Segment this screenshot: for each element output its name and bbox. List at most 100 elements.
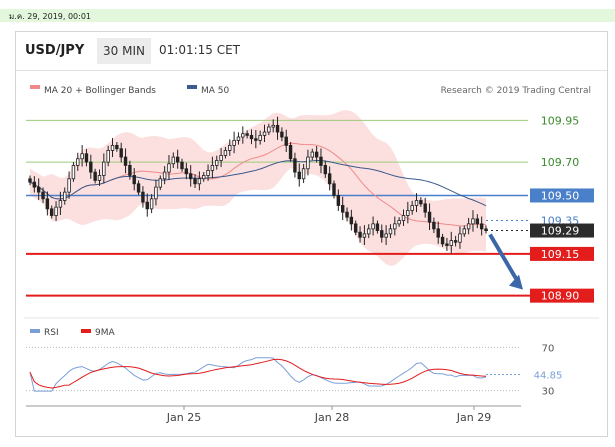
candle [219,148,223,168]
level-label-box-109.50 [530,188,594,203]
clock-readout: 01:01:15 CET [159,43,240,57]
candle [193,174,197,188]
candle-body [71,165,76,180]
chart-header: USD/JPY 30 MIN 01:01:15 CET [16,32,607,70]
candle-body [50,208,54,216]
candle-body [236,136,241,141]
candle-body [110,144,115,151]
candle-body [453,240,458,243]
candle [245,130,249,139]
candle [197,171,202,191]
candle [401,209,406,226]
candle-body [123,156,128,166]
candle-body [145,201,149,210]
level-label-layer: 109.95109.70109.50109.35109.29109.15108.… [530,114,594,303]
ma9-legend-swatch [81,329,91,333]
candle-body [471,218,475,225]
ma50-legend-swatch [187,85,197,89]
candle-body [89,161,93,173]
candle-body [475,218,480,225]
timestamp-bar: ม.ค. 29, 2019, 00:01 [0,9,615,22]
candle [466,217,471,235]
ma50-line [29,160,487,207]
level-label-box-108.90 [530,288,594,303]
bollinger-band-fill [30,110,486,266]
candle-body [175,156,180,163]
candle-body [219,155,223,161]
candle-body [84,153,89,163]
candle-body [380,230,384,238]
candle [254,130,258,149]
level-label-109.15: 109.15 [541,248,580,261]
bollinger-band-layer [30,110,486,266]
candle [332,180,336,199]
candle [119,142,123,163]
candle-body [406,210,410,216]
candle [32,176,37,193]
candle [432,217,436,234]
candle [284,129,288,153]
candle-body [354,223,358,233]
rsi-tick-70: 70 [542,343,555,354]
candle [319,148,323,174]
candle [206,164,210,181]
rsi-layer: 70 30 44.85 [26,343,562,398]
candle [449,231,453,254]
candle-body [180,161,184,170]
candle-body [462,228,466,235]
candle [271,119,275,133]
candle-body [393,223,397,230]
candle-body [197,178,202,185]
candle-body [432,221,436,230]
candle [50,205,54,219]
level-label-109.70: 109.70 [541,156,580,169]
rsi-legend-swatch [30,329,40,333]
candle [188,165,193,187]
price-chart-svg[interactable]: MA 20 + Bollinger Bands MA 50 Research ©… [16,32,607,436]
candle [479,216,484,236]
candle-body [301,168,306,180]
candle-body [440,236,445,245]
candle-body [80,153,84,160]
candle [136,180,141,196]
candle [223,147,228,159]
candle [241,126,245,144]
header-divider [16,70,607,71]
candle [340,196,345,220]
candle [97,169,102,186]
candle [171,152,176,168]
candle [314,146,319,163]
candle [301,164,306,183]
candle [215,155,219,170]
candle [362,225,367,246]
candle-body [293,158,297,173]
level-label-109.29: 109.29 [541,225,580,238]
candle [258,130,262,145]
candle [89,154,93,179]
ma20-legend-label: MA 20 + Bollinger Bands [44,86,156,96]
candle [288,142,293,162]
candle [484,225,488,234]
candle-body [419,200,423,205]
candle-body [345,211,349,218]
x-axis-labels: Jan 25 Jan 28 Jan 29 [166,406,491,424]
candle [45,191,50,216]
candle-body [93,171,97,181]
timeframe-button[interactable]: 30 MIN [97,38,151,64]
candle [110,138,115,158]
x-tick-label: Jan 28 [314,411,349,424]
ma50-legend-label: MA 50 [201,86,230,96]
candle-body [445,243,449,246]
candle [410,200,414,215]
chart-card: USD/JPY 30 MIN 01:01:15 CET MA 20 + Boll… [15,31,608,437]
level-label-109.95: 109.95 [541,114,580,127]
rsi-legend-label: RSI [44,328,59,338]
candle [380,224,384,243]
candle [93,168,97,184]
rsi-line [29,357,487,392]
candle-body [280,131,284,138]
candle-body [245,133,249,136]
level-label-109.50: 109.50 [541,189,580,202]
candle-body [427,211,432,223]
candle-body [106,150,110,163]
